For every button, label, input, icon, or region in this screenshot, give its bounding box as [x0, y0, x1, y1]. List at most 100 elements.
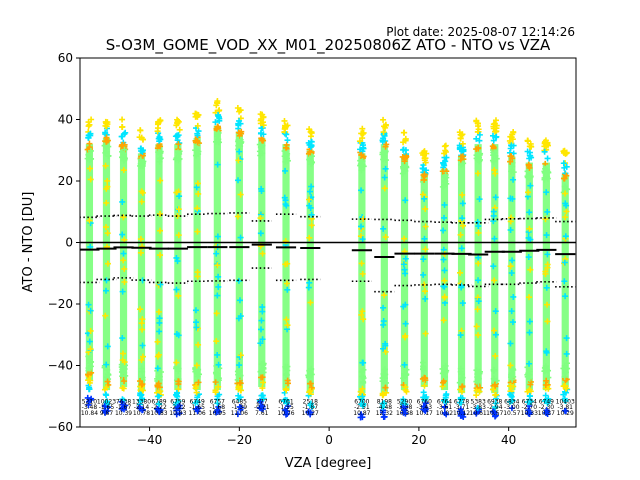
- data-point: [87, 147, 94, 154]
- data-point: [542, 216, 549, 223]
- data-point: [195, 341, 202, 348]
- data-point: [257, 117, 264, 124]
- data-point: [359, 142, 366, 149]
- data-point: [194, 122, 201, 129]
- bin-label-count: 5210: [82, 398, 97, 405]
- data-point: [442, 362, 449, 369]
- data-point: [259, 336, 266, 343]
- bin-core-band: [155, 144, 163, 394]
- data-point: [508, 269, 515, 276]
- data-point: [359, 125, 366, 132]
- bin-points-3: [136, 127, 147, 414]
- data-point: [308, 222, 315, 229]
- data-point: [306, 202, 313, 209]
- data-point: [360, 378, 367, 385]
- data-point: [173, 389, 180, 396]
- data-point: [402, 255, 409, 262]
- data-point: [175, 141, 182, 148]
- data-point: [102, 312, 109, 319]
- data-point: [360, 400, 367, 407]
- data-point: [234, 213, 241, 220]
- data-point: [357, 146, 364, 153]
- data-point: [308, 211, 315, 218]
- data-point: [121, 265, 128, 272]
- data-point: [422, 375, 429, 382]
- data-point: [382, 157, 389, 164]
- data-point: [214, 262, 221, 269]
- data-point: [442, 396, 449, 403]
- data-point: [380, 304, 387, 311]
- data-point: [85, 401, 92, 408]
- data-point: [101, 142, 108, 149]
- data-point: [420, 271, 427, 278]
- data-point: [542, 392, 549, 399]
- data-point: [509, 376, 516, 383]
- data-point: [154, 128, 161, 135]
- data-point: [474, 294, 481, 301]
- data-point: [543, 348, 550, 355]
- data-point: [86, 140, 93, 147]
- data-point: [457, 269, 464, 276]
- bin-label-std: 12.32: [376, 410, 393, 417]
- data-point: [422, 400, 429, 407]
- data-point: [403, 388, 410, 395]
- data-point: [212, 379, 219, 386]
- data-point: [194, 273, 201, 280]
- bin-core-band: [306, 150, 314, 394]
- data-point: [139, 374, 146, 381]
- data-point: [213, 338, 220, 345]
- data-point: [306, 188, 313, 195]
- bin-core-band: [474, 144, 482, 394]
- data-point: [475, 229, 482, 236]
- data-point: [176, 140, 183, 147]
- data-point: [422, 330, 429, 337]
- data-point: [526, 318, 533, 325]
- data-point: [175, 378, 182, 385]
- data-point: [561, 148, 568, 155]
- bin-label-mean: -2.94: [487, 404, 503, 411]
- bin-core-band: [213, 125, 221, 391]
- data-point: [236, 362, 243, 369]
- data-point: [119, 350, 126, 357]
- bin-label-std: 10.76: [277, 410, 294, 417]
- data-point: [104, 260, 111, 267]
- bin-label-std: 10.61: [470, 410, 487, 417]
- data-point: [441, 293, 448, 300]
- data-point: [507, 145, 514, 152]
- data-point: [86, 338, 93, 345]
- data-point: [258, 368, 265, 375]
- data-point: [237, 406, 244, 413]
- data-point: [192, 307, 199, 314]
- bin-label-count: 6749: [190, 398, 205, 405]
- bin-label-count: 2518: [303, 398, 318, 405]
- data-point: [104, 230, 111, 237]
- data-point: [282, 158, 289, 165]
- data-point: [400, 375, 407, 382]
- data-point: [156, 376, 163, 383]
- data-point: [458, 245, 465, 252]
- data-point: [458, 375, 465, 382]
- data-point: [490, 152, 497, 159]
- data-point: [235, 386, 242, 393]
- data-point: [306, 279, 313, 286]
- bin-core-band: [85, 144, 94, 381]
- data-point: [103, 361, 110, 368]
- data-point: [138, 134, 145, 141]
- data-point: [563, 208, 570, 215]
- data-point: [139, 381, 146, 388]
- data-point: [564, 365, 571, 372]
- data-point: [234, 368, 241, 375]
- data-point: [157, 388, 164, 395]
- data-point: [85, 152, 92, 159]
- bin-label-std: 10.78: [133, 410, 150, 417]
- data-point: [400, 146, 407, 153]
- data-point: [544, 251, 551, 258]
- data-point: [490, 158, 497, 165]
- bin-core-band: [525, 162, 533, 391]
- data-point: [459, 191, 466, 198]
- bin-stat-labels: 5210-3.4810.8410023-1.659.877638-1.6710.…: [81, 398, 575, 417]
- data-point: [527, 266, 534, 273]
- data-point: [474, 374, 481, 381]
- data-point: [402, 332, 409, 339]
